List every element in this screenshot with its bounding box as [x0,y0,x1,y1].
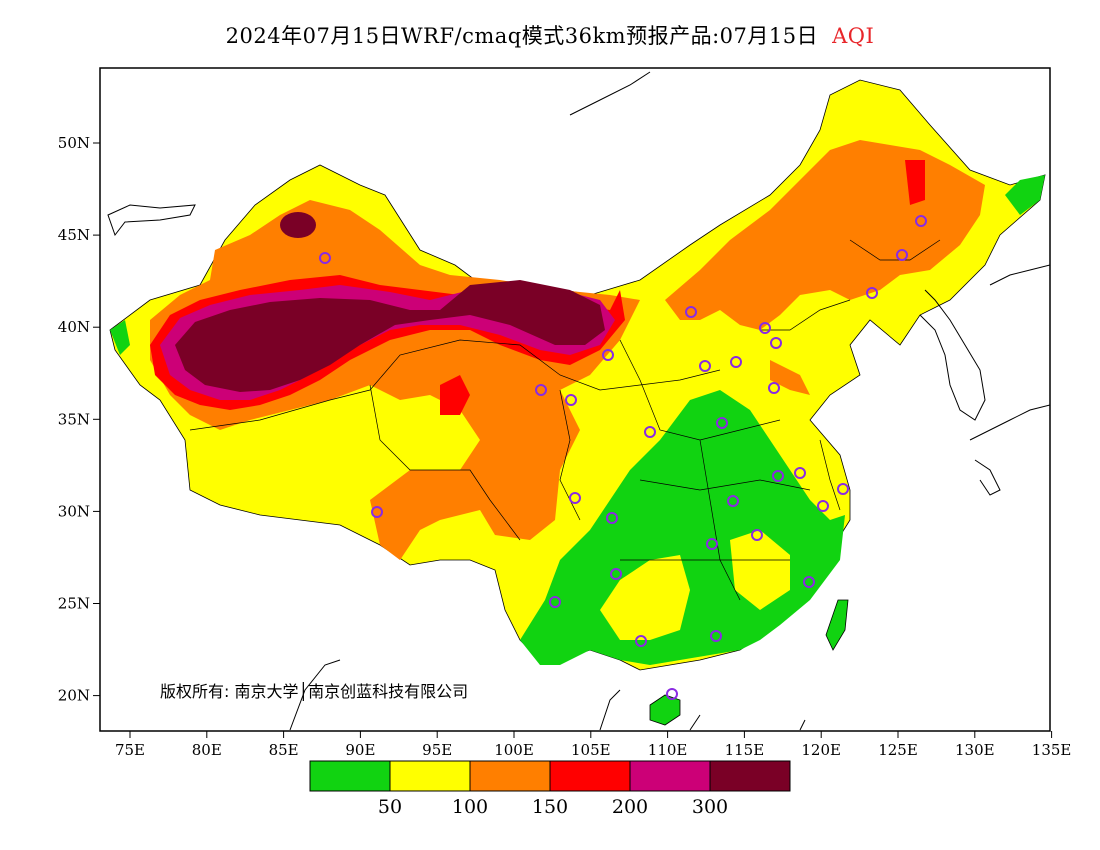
station-marker [699,360,711,372]
station-marker [666,688,678,700]
y-tick-label: 35N [58,410,90,428]
map-title: 2024年07月15日WRF/cmaq模式36km预报产品:07月15日 AQI [0,20,1100,50]
x-axis: 75E 80E 85E 90E 95E 100E 105E 110E 115E 120E 125E 1… [115,731,1071,759]
coastline-japan [969,404,1050,496]
station-markers [319,215,927,700]
y-tick-label: 40N [58,318,90,336]
y-tick-label: 45N [58,226,90,244]
region-good-west [110,320,130,355]
coastline-korea [919,289,986,421]
station-marker [610,568,622,580]
x-tick-label: 135E [1032,741,1072,759]
y-tick-label: 25N [58,595,90,613]
province-boundaries [189,239,941,601]
station-marker [837,483,849,495]
x-tick-label: 115E [725,741,765,759]
station-marker [727,495,739,507]
region-usg-north [665,140,985,330]
legend-swatch [389,760,471,792]
station-marker [565,394,577,406]
station-marker [896,249,908,261]
station-marker [768,382,780,394]
y-tick-label: 30N [58,502,90,520]
station-marker [635,635,647,647]
legend-label: 100 [452,796,488,818]
station-marker [803,576,815,588]
coastline-southeast-asia [289,659,806,731]
station-marker [794,467,806,479]
station-marker [706,538,718,550]
x-tick-label: 80E [192,741,222,759]
station-marker [710,630,722,642]
region-unhealthy-2 [440,375,470,415]
lake-balkhash [107,204,196,237]
legend-label: 300 [692,796,728,818]
y-tick-label: 50N [58,134,90,152]
x-tick-label: 130E [955,741,995,759]
coastline-russia [569,71,1050,286]
x-tick-label: 85E [269,741,299,759]
legend-swatch [629,760,711,792]
station-marker [751,529,763,541]
legend-swatch [549,760,631,792]
x-tick-label: 110E [648,741,688,759]
x-tick-label: 95E [422,741,452,759]
x-tick-label: 75E [115,741,145,759]
taiwan-island [825,599,849,651]
x-tick-label: 120E [801,741,841,759]
station-marker [549,596,561,608]
copyright-text: 版权所有: 南京大学│南京创蓝科技有限公司 [160,681,468,701]
station-marker [535,384,547,396]
station-marker [569,492,581,504]
station-marker [817,500,829,512]
y-axis: 50N 45N 40N 35N 30N 25N 20N [58,134,100,705]
hainan-island [649,694,681,726]
station-marker [716,417,728,429]
x-tick-label: 125E [878,741,918,759]
legend-label: 50 [378,796,402,818]
station-marker [319,252,331,264]
station-marker [606,512,618,524]
station-marker [866,287,878,299]
title-variable: AQI [832,24,875,48]
title-main: 2024年07月15日WRF/cmaq模式36km预报产品:07月15日 [225,24,819,48]
y-tick-label: 20N [58,687,90,705]
station-marker [759,322,771,334]
station-marker [685,306,697,318]
region-hazardous [175,280,605,392]
region-moderate-south-inset-2 [730,530,790,610]
station-marker [915,215,927,227]
x-tick-label: 105E [571,741,611,759]
region-unhealthy-3 [905,160,925,205]
region-good-northeast [1005,175,1045,215]
region-hazardous-2 [280,212,316,238]
station-marker [772,470,784,482]
x-tick-label: 100E [494,741,534,759]
legend-label: 150 [532,796,568,818]
region-moderate-south-inset [600,555,690,640]
aqi-legend: 50 100 150 200 300 [309,760,791,818]
region-usg-east [770,360,810,395]
x-tick-label: 90E [345,741,375,759]
station-marker [371,506,383,518]
station-marker [644,426,656,438]
station-marker [730,356,742,368]
legend-label: 200 [612,796,648,818]
legend-swatch [709,760,791,792]
station-marker [770,337,782,349]
aqi-field [107,71,1050,731]
legend-swatch [309,760,391,792]
station-marker [602,349,614,361]
legend-swatch [469,760,551,792]
